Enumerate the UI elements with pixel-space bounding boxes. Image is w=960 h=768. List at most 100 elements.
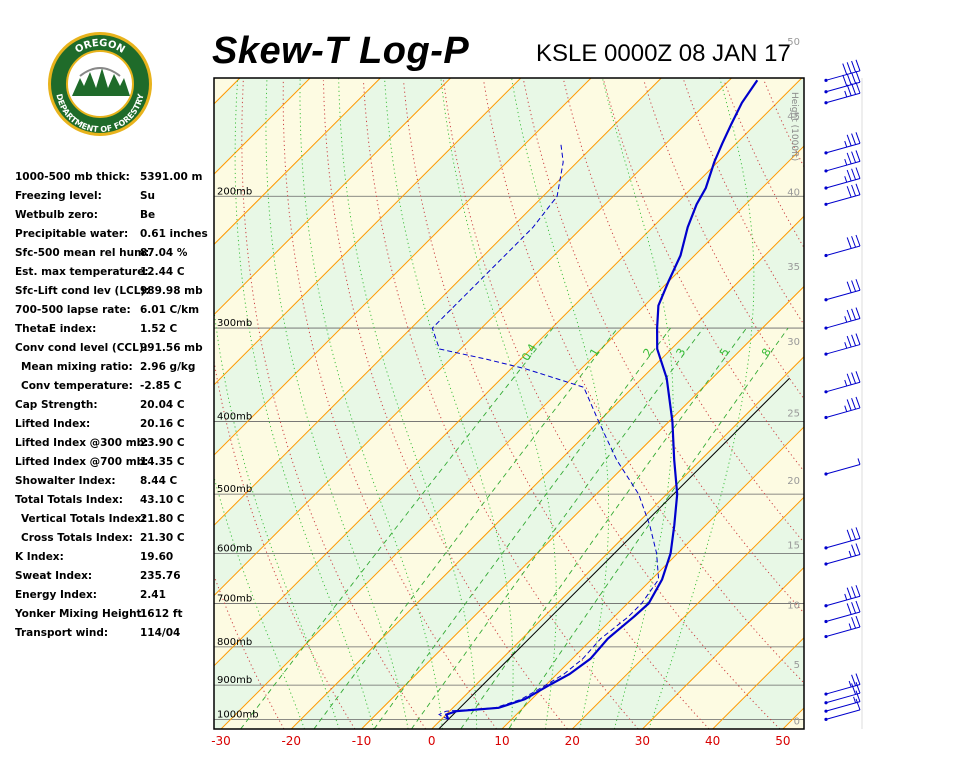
wind-barb-flag bbox=[851, 674, 857, 686]
mixing-ratio-line bbox=[373, 327, 671, 729]
x-tick-label: 40 bbox=[705, 734, 720, 748]
dry-adiabat bbox=[241, 80, 427, 729]
wind-barb-staff bbox=[825, 554, 861, 565]
wind-barb-staff bbox=[825, 709, 861, 720]
wind-barb-half-flag bbox=[844, 316, 848, 323]
wind-barb-flag bbox=[846, 84, 852, 96]
x-tick-label: 0 bbox=[428, 734, 436, 748]
wind-barb-flag bbox=[851, 236, 857, 248]
moist-adiabat bbox=[214, 306, 340, 729]
wind-barb-flag bbox=[842, 74, 848, 87]
mixing-ratio-line bbox=[508, 327, 789, 729]
stat-value: 1.52 C bbox=[140, 323, 178, 335]
wind-barb-dot bbox=[824, 692, 828, 696]
isotherm-line bbox=[431, 356, 804, 729]
wind-barb-flag bbox=[846, 152, 852, 165]
wind-barb-flag bbox=[851, 683, 857, 695]
wind-barb-flag bbox=[851, 372, 857, 384]
isotherm-line bbox=[214, 78, 592, 456]
wind-barb-flag bbox=[855, 615, 861, 628]
moist-adiabat bbox=[440, 78, 557, 729]
wind-barb-flag bbox=[846, 62, 852, 74]
wind-barb-dot bbox=[824, 390, 828, 394]
wind-barb-flag bbox=[851, 308, 857, 320]
x-tick-label: 10 bbox=[494, 734, 509, 748]
wind-barb-flag bbox=[851, 60, 857, 73]
stat-value: 235.76 bbox=[140, 570, 181, 582]
stat-row: Sfc-Lift cond lev (LCL): 989.98 mb bbox=[15, 282, 215, 301]
isotherm-line bbox=[290, 215, 804, 729]
wind-barb-dot bbox=[824, 298, 828, 302]
stat-value: 2.96 g/kg bbox=[140, 361, 196, 373]
wind-barb-flag bbox=[855, 183, 861, 195]
stat-row: Energy Index: 2.41 bbox=[15, 586, 215, 605]
wind-barb-flag bbox=[846, 529, 852, 542]
wind-barb bbox=[824, 698, 861, 721]
wind-barb bbox=[824, 333, 861, 356]
x-tick-label: 20 bbox=[565, 734, 580, 748]
wind-barb-flag bbox=[851, 586, 857, 598]
stat-row: Cross Totals Index: 21.30 C bbox=[15, 529, 215, 548]
stat-row: K Index: 19.60 bbox=[15, 548, 215, 567]
stat-row: Conv temperature: -2.85 C bbox=[15, 377, 215, 396]
wind-barb-flag bbox=[855, 585, 861, 597]
stat-row: Lifted Index @700 mb: 14.35 C bbox=[15, 453, 215, 472]
wind-barb-flag bbox=[851, 280, 857, 292]
x-tick-label: -10 bbox=[352, 734, 372, 748]
stat-value: 43.10 C bbox=[140, 494, 185, 506]
moist-adiabat bbox=[511, 78, 610, 729]
wind-barb-half-flag bbox=[853, 696, 857, 704]
wind-barb-flag bbox=[846, 237, 852, 249]
wind-barb bbox=[824, 690, 861, 713]
wind-barb-flag bbox=[855, 673, 861, 685]
wind-barb-half-flag bbox=[857, 458, 861, 465]
wind-barb-staff bbox=[825, 684, 861, 695]
chart-title: Skew-T Log-P bbox=[212, 30, 470, 72]
isotherm-band bbox=[782, 707, 804, 729]
wind-barb bbox=[824, 234, 861, 258]
wind-barb-flag bbox=[846, 587, 852, 599]
wind-barb-staff bbox=[825, 245, 861, 257]
reference-diagonal bbox=[438, 377, 790, 729]
pressure-label: 900mb bbox=[217, 675, 252, 686]
stat-label: Sfc-500 mean rel hum: bbox=[15, 247, 150, 259]
isotherm-line bbox=[214, 78, 451, 316]
wind-barb bbox=[824, 167, 861, 190]
height-tick-label: 30 bbox=[787, 337, 800, 348]
wind-barb-flag bbox=[855, 690, 861, 702]
wind-barb-staff bbox=[825, 595, 861, 607]
wind-barb-flag bbox=[855, 396, 861, 409]
dry-adiabat bbox=[483, 80, 804, 684]
mountain-icon bbox=[79, 67, 121, 77]
stat-label: Energy Index: bbox=[15, 589, 97, 601]
wind-barb bbox=[824, 615, 861, 639]
wind-barb-half-flag bbox=[844, 158, 848, 166]
wind-barb-flag bbox=[855, 600, 861, 613]
stat-row: Showalter Index: 8.44 C bbox=[15, 472, 215, 491]
stat-label: Lifted Index @700 mb: bbox=[15, 456, 149, 468]
stat-row: Mean mixing ratio: 2.96 g/kg bbox=[15, 358, 215, 377]
stat-value: 21.80 C bbox=[140, 513, 185, 525]
wind-barb-flag bbox=[846, 134, 852, 146]
stat-row: 1000-500 mb thick: 5391.00 m bbox=[15, 168, 215, 187]
isotherm-line bbox=[571, 496, 804, 729]
wind-barb-flag bbox=[855, 333, 861, 345]
stat-label: Freezing level: bbox=[15, 190, 102, 202]
stat-value: 19.60 bbox=[140, 551, 174, 563]
stat-label: K Index: bbox=[15, 551, 64, 563]
stat-value: -2.85 C bbox=[140, 380, 182, 392]
wind-barb bbox=[824, 59, 861, 82]
wind-barb-flag bbox=[851, 334, 857, 346]
wind-barb-flag bbox=[851, 83, 857, 95]
sounding-indices-panel: 1000-500 mb thick: 5391.00 m Freezing leve… bbox=[15, 168, 215, 643]
wind-barb-flag bbox=[842, 63, 848, 75]
wind-barb-staff bbox=[825, 194, 861, 205]
dewpoint-trace bbox=[431, 143, 660, 720]
moist-adiabat bbox=[265, 78, 409, 729]
dry-adiabat bbox=[924, 80, 960, 729]
wind-barb-flag bbox=[855, 527, 861, 539]
wind-barb-flag bbox=[855, 132, 861, 144]
wind-barb-dot bbox=[824, 415, 828, 420]
stat-row: Lifted Index @300 mb: 23.90 C bbox=[15, 434, 215, 453]
